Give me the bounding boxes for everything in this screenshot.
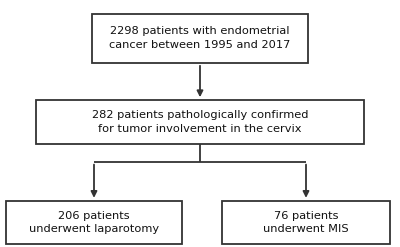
FancyBboxPatch shape	[222, 201, 390, 244]
FancyBboxPatch shape	[92, 14, 308, 63]
Text: 76 patients
underwent MIS: 76 patients underwent MIS	[263, 210, 349, 234]
Text: 2298 patients with endometrial
cancer between 1995 and 2017: 2298 patients with endometrial cancer be…	[109, 26, 291, 50]
Text: 206 patients
underwent laparotomy: 206 patients underwent laparotomy	[29, 210, 159, 234]
FancyBboxPatch shape	[36, 100, 364, 144]
Text: 282 patients pathologically confirmed
for tumor involvement in the cervix: 282 patients pathologically confirmed fo…	[92, 110, 308, 134]
FancyBboxPatch shape	[6, 201, 182, 244]
